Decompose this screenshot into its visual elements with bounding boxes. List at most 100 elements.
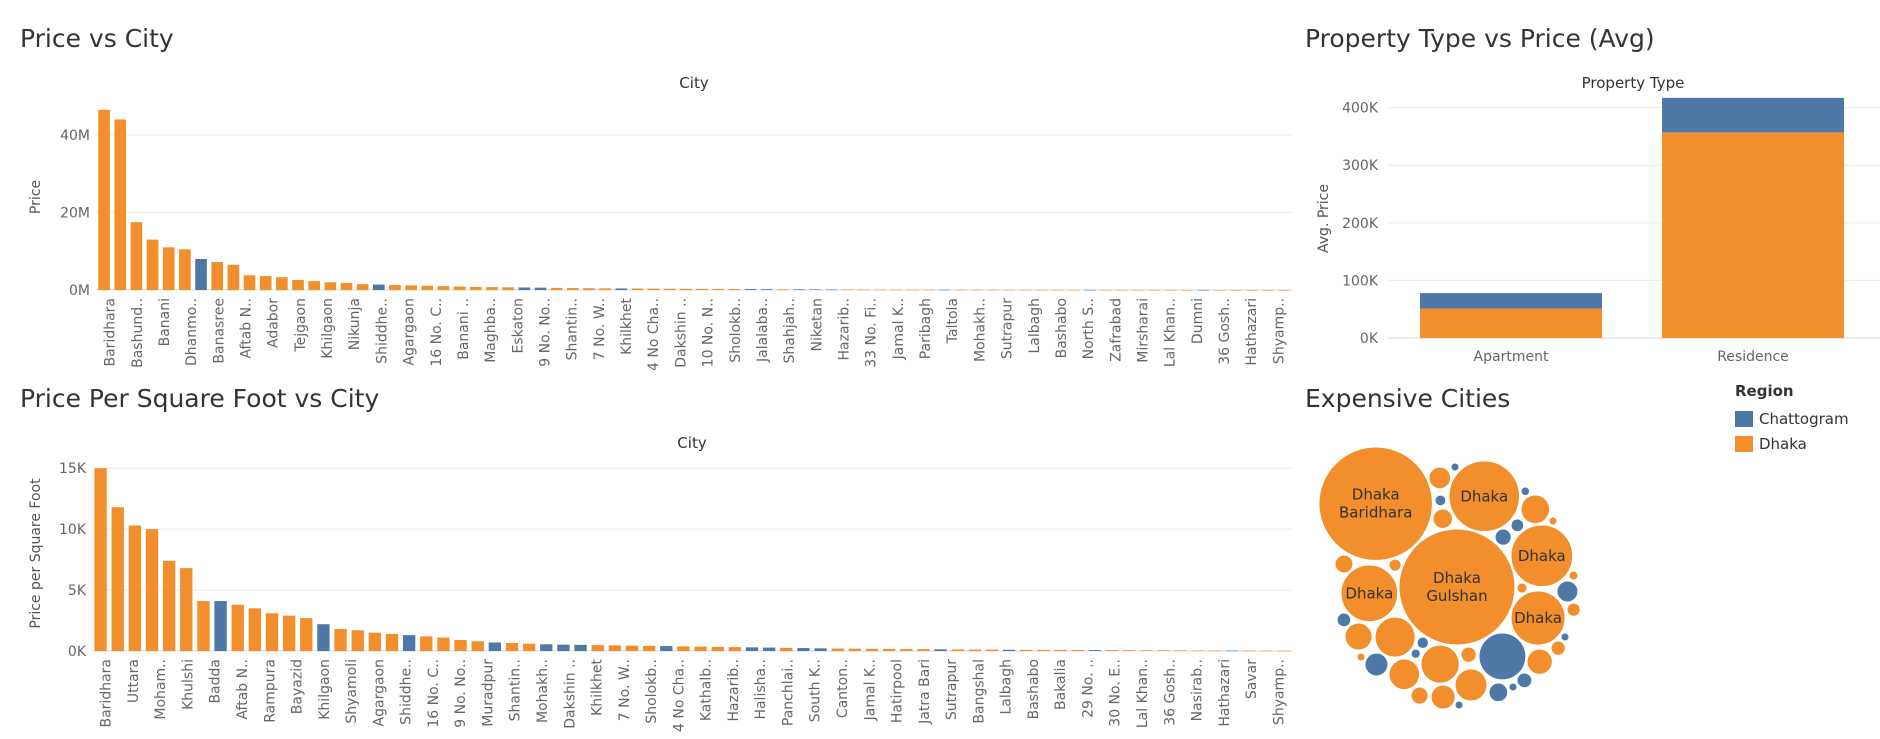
ppsf-city-xtick: Shiddhe..: [399, 659, 415, 725]
property-type-header: Property Type: [1582, 74, 1685, 92]
price-city-xtick: 33 No. Fi..: [864, 298, 880, 368]
bubble: [1478, 632, 1527, 681]
price-city-xtick: Dakshin ..: [673, 298, 689, 368]
price-city-bar: [437, 286, 450, 290]
price-city-xtick: Jalalaba..: [755, 298, 771, 363]
price-city-ytick: 40M: [60, 128, 90, 144]
ppsf-city-bar: [1071, 650, 1084, 651]
price-city-xtick: Dhanmo..: [184, 298, 200, 366]
price-city-bar: [971, 289, 983, 291]
price-city-bar: [130, 222, 143, 290]
price-city-bar: [211, 262, 224, 290]
price-city-xtick: North S..: [1081, 298, 1097, 359]
price-city-xtick: Agargaon: [402, 298, 418, 365]
ppsf-city-bar: [1191, 650, 1204, 652]
ppsf-city-ytick: 0K: [68, 644, 87, 660]
price-city-xtick: Eskaton: [510, 298, 526, 354]
bubble-label: Dhaka: [1460, 487, 1508, 505]
price-city-xtick: 4 No Cha..: [646, 298, 662, 370]
price-city-ylabel: Price: [28, 180, 44, 214]
ppsf-city-bar: [608, 645, 622, 651]
price-city-bar: [1213, 289, 1226, 291]
ppsf-city-xtick: Dakshin ..: [562, 659, 578, 729]
price-city-bar: [308, 281, 321, 290]
price-city-xtick: Khilkhet: [619, 297, 635, 354]
bubble: [1374, 616, 1416, 658]
ppsf-city-bar: [111, 507, 124, 651]
ppsf-city-xtick: Khilgaon: [317, 659, 333, 720]
price-city-bar: [663, 288, 676, 290]
price-city-bar: [647, 288, 660, 290]
ppsf-city-xtick: Bashabo: [1026, 659, 1042, 719]
price-city-xtick: Sutrapur: [1000, 298, 1016, 359]
ppsf-city-bar: [574, 644, 587, 651]
price-city-bar: [857, 289, 870, 291]
ppsf-city-xtick: Shyamp..: [1271, 659, 1287, 725]
price-city-bar: [1019, 289, 1032, 291]
ppsf-city-xtick: Sholokb..: [644, 659, 660, 724]
price-city-bar: [1261, 289, 1274, 291]
price-city-xtick: Jamal K..: [891, 298, 907, 360]
ppsf-city-xtick: Rampura: [262, 659, 278, 723]
bubble-label: Dhaka: [1433, 569, 1481, 587]
property-type-xtick: Apartment: [1474, 349, 1549, 365]
bubble: [1356, 652, 1366, 662]
ppsf-city-bar: [231, 604, 244, 651]
ppsf-city-xtick: Agargaon: [371, 659, 387, 726]
price-city-bar: [825, 289, 838, 291]
ppsf-city-bar: [1105, 650, 1119, 651]
price-city-xtick: Sholokb..: [728, 298, 744, 363]
ppsf-city-bar: [762, 647, 776, 651]
ppsf-city-bar: [694, 646, 707, 651]
price-city-bar: [1003, 289, 1015, 291]
price-city-bar: [502, 287, 514, 290]
ppsf-city-xtick: Mohakh..: [535, 659, 551, 723]
ppsf-city-xtick: Sutrapur: [944, 659, 960, 720]
price-city-xtick: 16 No. C..: [429, 298, 445, 367]
price-city-bar: [259, 276, 272, 290]
price-city-bar: [1051, 289, 1064, 291]
price-city-bar: [227, 264, 240, 290]
ppsf-city-bar: [1242, 650, 1256, 652]
ppsf-city-ytick: 15K: [59, 461, 87, 477]
price-city-xtick: Bashabo: [1054, 298, 1070, 358]
bubble: [1318, 446, 1433, 561]
price-city-bar: [1148, 289, 1161, 291]
ppsf-city-xtick: Hathazari: [1217, 659, 1233, 727]
legend-item-chattogram[interactable]: Chattogram: [1735, 406, 1849, 431]
price-city-xtick: Hazarib..: [837, 298, 853, 360]
property-type-ytick: 400K: [1342, 101, 1379, 117]
ppsf-city-xtick: Jamal K..: [862, 659, 878, 721]
price-city-xtick: Banasree: [211, 298, 227, 364]
expensive-cities-title: Expensive Cities: [1305, 384, 1511, 413]
price-city-ytick: 0M: [69, 283, 90, 299]
ppsf-city-xtick: Hazarib..: [726, 659, 742, 721]
ppsf-city-ytick: 10K: [59, 522, 87, 538]
ppsf-city-bar: [831, 648, 844, 651]
price-city-xtick: Aftab N..: [239, 298, 255, 359]
price-city-bar: [469, 286, 482, 290]
price-city-bar: [1229, 289, 1242, 291]
bubble: [1454, 700, 1464, 710]
price-city-bar: [615, 288, 628, 290]
price-city-bar: [1197, 289, 1209, 291]
ppsf-city-bar: [300, 618, 313, 651]
ppsf-city-xtick: Hatirpool: [890, 659, 906, 723]
ppsf-city-bar: [248, 608, 262, 651]
ppsf-city-bar: [334, 629, 347, 651]
ppsf-city-bar: [1260, 650, 1273, 652]
legend-item-dhaka[interactable]: Dhaka: [1735, 431, 1849, 456]
ppsf-city-xtick: Bakalia: [1053, 659, 1069, 710]
price-city-xtick: Dumni: [1190, 298, 1206, 344]
legend-swatch-chattogram: [1735, 410, 1753, 427]
legend-swatch-dhaka: [1735, 435, 1753, 452]
price-city-bar: [760, 289, 773, 290]
ppsf-city-bar: [814, 648, 827, 651]
ppsf-city-bar: [94, 468, 107, 651]
price-city-xtick: 9 No. No..: [538, 298, 554, 367]
bubble: [1420, 644, 1460, 684]
ppsf-city-header: City: [677, 434, 707, 452]
bubble: [1410, 648, 1421, 659]
ppsf-city-xtick: Nasirab..: [1190, 659, 1206, 721]
